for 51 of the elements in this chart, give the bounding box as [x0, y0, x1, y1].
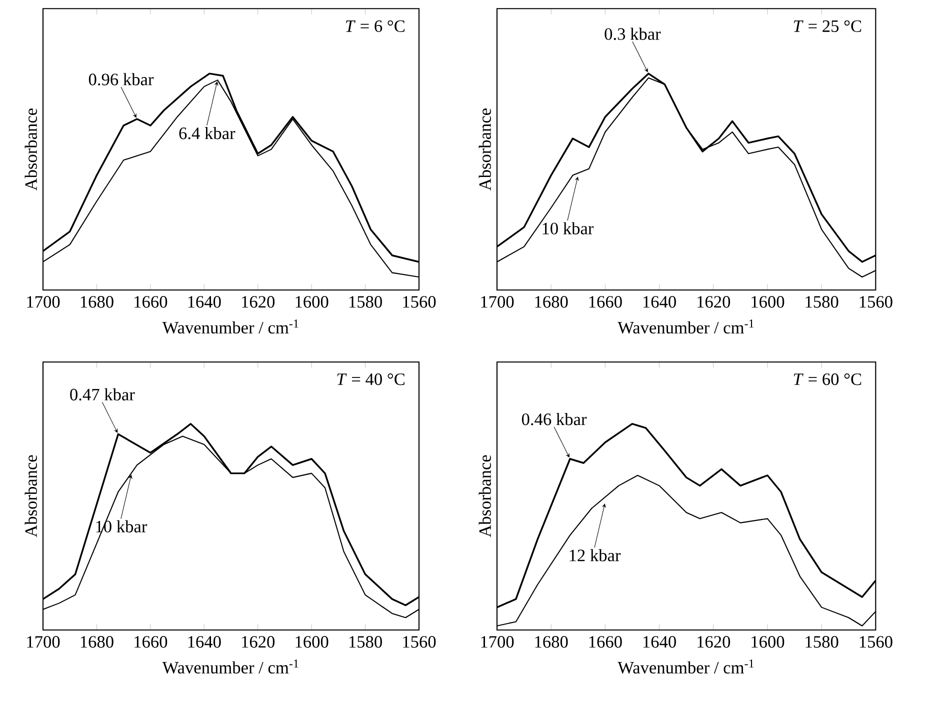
y-axis-title: Absorbance [24, 108, 37, 191]
x-tick-label: 1640 [188, 296, 221, 308]
text: T = 25 °C [794, 20, 862, 32]
x-tick-label: 1620 [242, 636, 275, 648]
x-axis-title: Wavenumber / cm$^{-1}$ [618, 320, 754, 334]
x-tick-label: 1660 [589, 296, 622, 308]
x-tick-label: 1640 [188, 636, 221, 648]
x-tick-label: 1620 [242, 296, 275, 308]
y-axis-title: Absorbance [478, 455, 491, 538]
x-tick-label: 1620 [698, 296, 730, 308]
y-axis-title: Absorbance [24, 455, 37, 538]
x-tick-label: 1560 [403, 296, 436, 308]
x-tick-label: 1580 [349, 636, 382, 648]
x-tick-label: 1680 [535, 636, 568, 648]
x-tick-label: 1640 [643, 636, 676, 648]
annotation: 0.3 kbar [604, 28, 661, 40]
x-tick-label: 1700 [481, 636, 514, 648]
x-tick-label: 1600 [296, 296, 328, 308]
annotation: 12 kbar [570, 549, 621, 562]
x-tick-label: 1580 [806, 296, 838, 308]
annotation: 0.47 kbar [70, 388, 135, 401]
x-tick-label: 1660 [134, 636, 168, 648]
x-tick-label: 1580 [806, 636, 838, 648]
x-axis-title: Wavenumber / cm$^{-1}$ [162, 660, 298, 674]
x-tick-label: 1700 [27, 296, 60, 308]
x-tick-label: 1700 [481, 296, 514, 308]
text: T = 60 °C [794, 373, 862, 386]
x-tick-label: 1700 [27, 636, 60, 648]
x-axis-title: Wavenumber / cm$^{-1}$ [162, 320, 298, 334]
text: T = 40 °C [337, 373, 404, 386]
annotation: 10 kbar [542, 222, 594, 234]
x-tick-label: 1560 [403, 636, 436, 648]
annotation: 0.96 kbar [88, 73, 154, 86]
x-tick-label: 1660 [134, 296, 168, 308]
x-tick-label: 1660 [589, 636, 622, 648]
x-tick-label: 1560 [860, 296, 892, 308]
x-tick-label: 1600 [752, 636, 784, 648]
x-tick-label: 1620 [698, 636, 730, 648]
x-tick-label: 1600 [296, 636, 328, 648]
x-tick-label: 1680 [80, 296, 114, 308]
x-tick-label: 1680 [535, 296, 568, 308]
y-axis-title: Absorbance [478, 108, 491, 191]
annotation: 6.4 kbar [179, 127, 236, 140]
text: T = 6 °C [346, 20, 404, 32]
x-tick-label: 1560 [860, 636, 892, 648]
x-tick-label: 1600 [752, 296, 784, 308]
x-tick-label: 1680 [80, 636, 114, 648]
x-tick-label: 1640 [643, 296, 676, 308]
x-axis-title: Wavenumber / cm$^{-1}$ [618, 660, 754, 674]
annotation: 0.46 kbar [522, 413, 587, 426]
x-tick-label: 1580 [349, 296, 382, 308]
